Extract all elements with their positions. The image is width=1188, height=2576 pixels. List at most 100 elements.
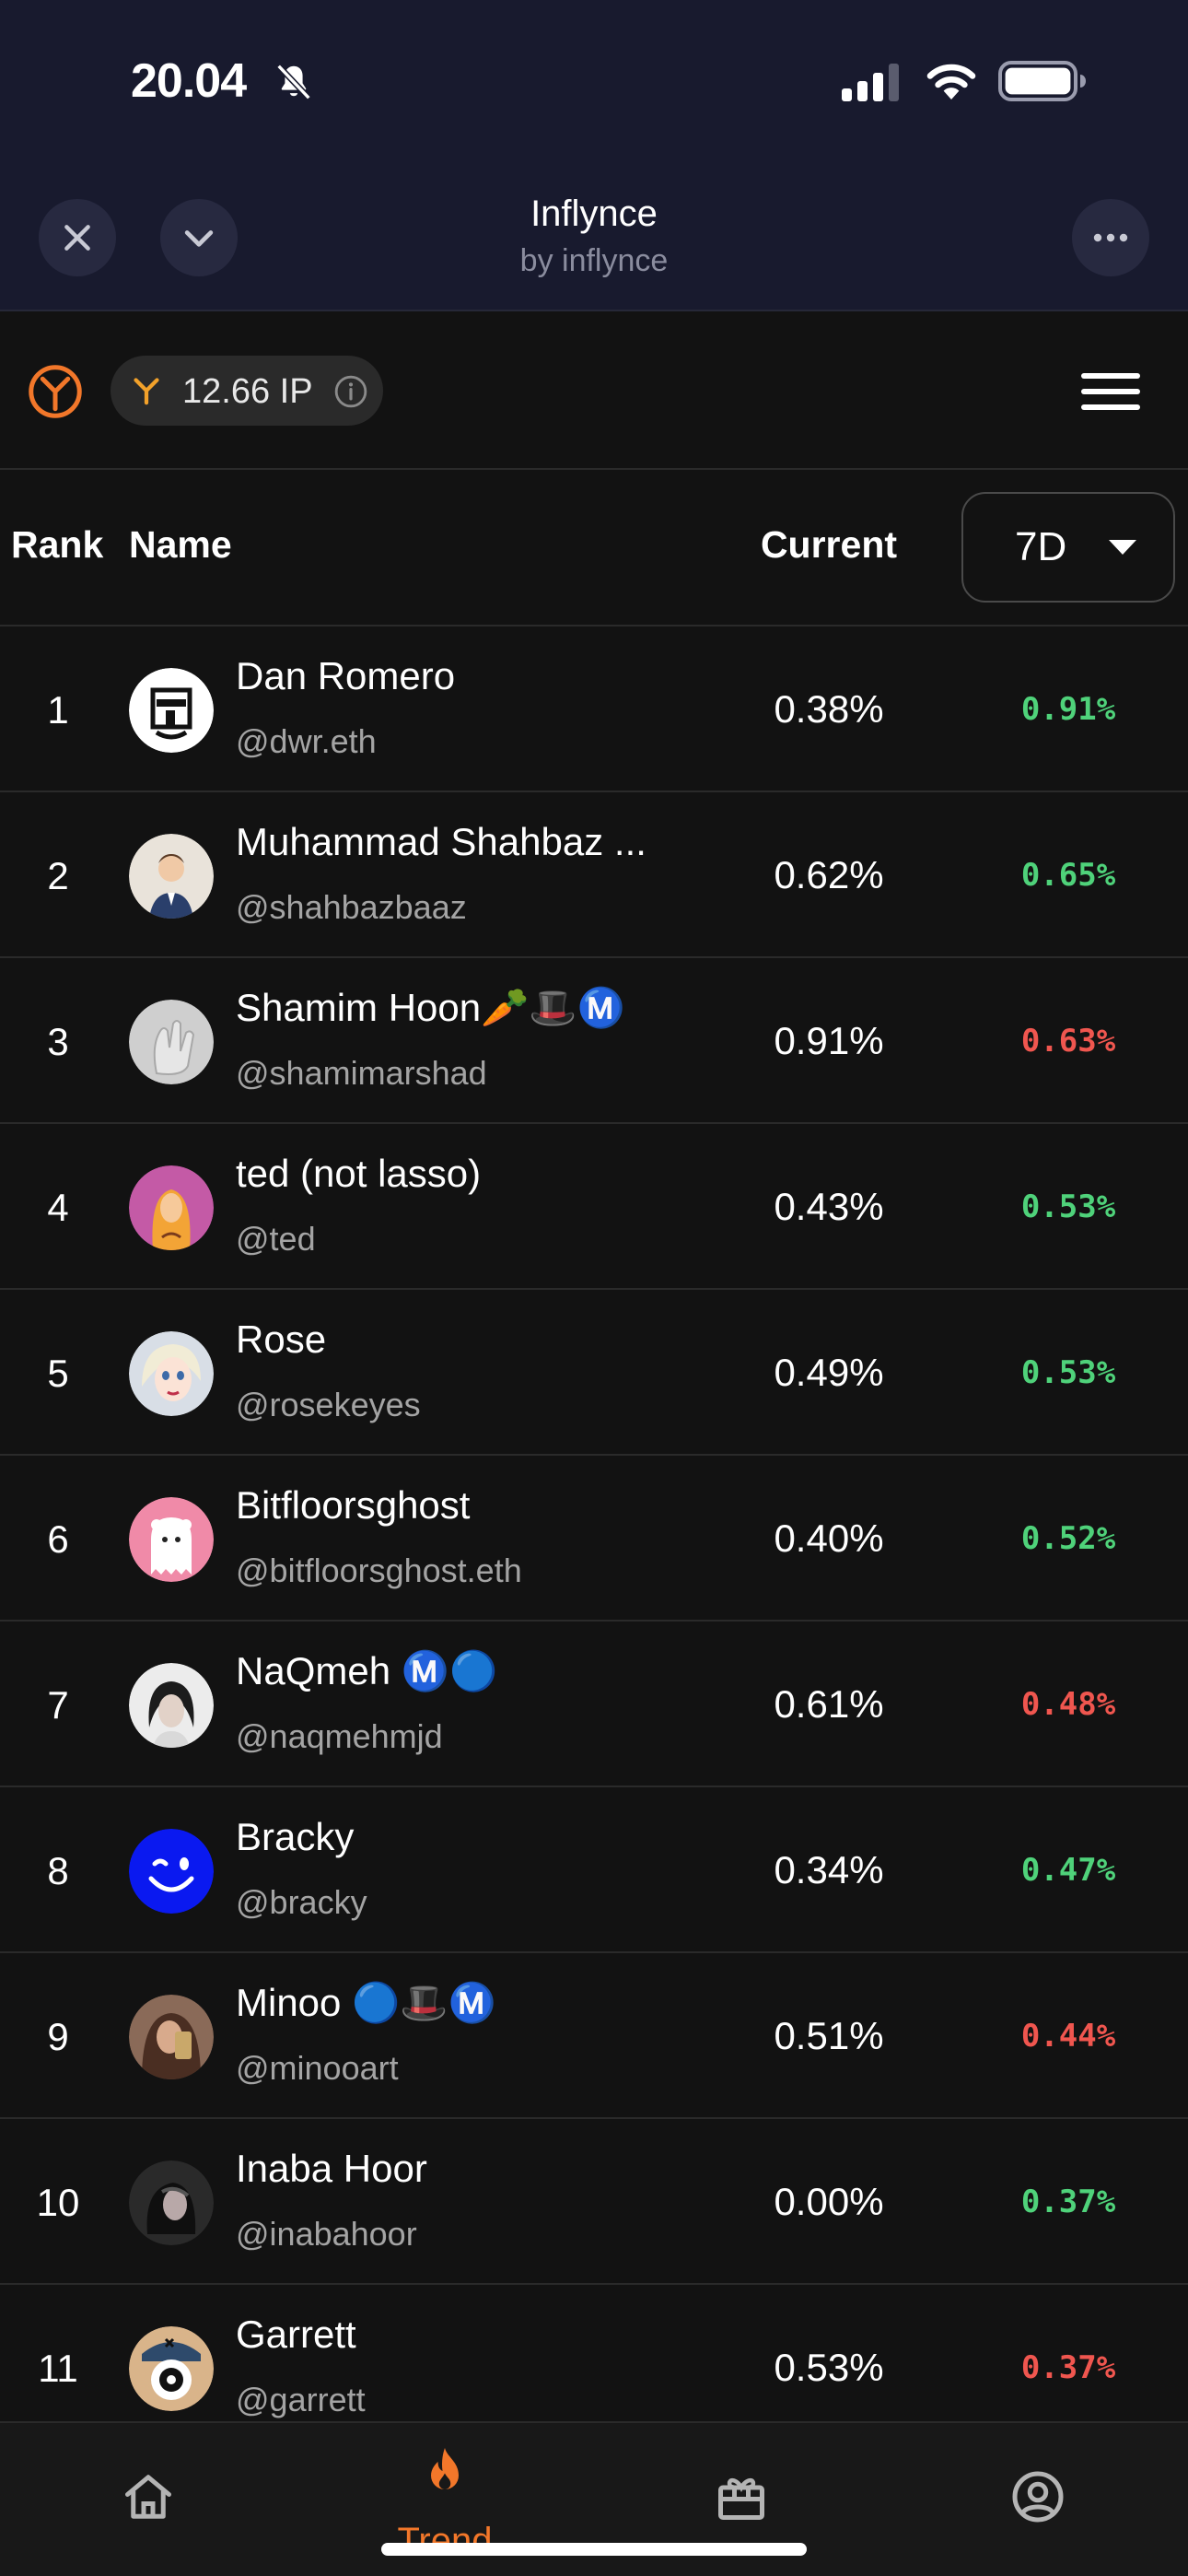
user-handle: @naqmehmjd <box>236 1717 443 1755</box>
change-value: 0.48% <box>1020 1686 1116 1723</box>
user-name: Bracky <box>236 1815 355 1858</box>
avatar <box>129 1829 214 1914</box>
change-value: 0.37% <box>1020 2349 1116 2386</box>
flame-icon <box>431 2448 459 2489</box>
rank-value: 5 <box>47 1352 69 1395</box>
user-handle: @garrett <box>236 2381 366 2418</box>
rank-value: 2 <box>47 854 69 897</box>
rank-value: 1 <box>47 688 69 732</box>
info-icon[interactable] <box>333 374 368 409</box>
avatar <box>129 1000 214 1084</box>
table-row[interactable]: 6 Bitfloorsghost @bitfloorsghost.eth 0.4… <box>0 1456 1188 1622</box>
home-icon <box>125 2475 171 2519</box>
period-dropdown[interactable]: 7D <box>961 492 1175 603</box>
points-balance-pill[interactable]: 12.66 IP <box>111 356 383 426</box>
table-row[interactable]: 1 Dan Romero @dwr.eth 0.38% 0.91% <box>0 626 1188 792</box>
column-rank: Rank <box>11 523 104 566</box>
change-value: 0.53% <box>1020 1354 1116 1391</box>
wifi-icon <box>926 64 976 100</box>
current-value: 0.91% <box>774 1019 884 1062</box>
caret-down-icon <box>1109 540 1136 555</box>
mini-app-header: 20.04 Inflynce by inflynce <box>0 0 1188 311</box>
column-name: Name <box>129 523 232 566</box>
nav-rewards[interactable] <box>593 2423 890 2576</box>
rank-value: 3 <box>47 1020 69 1063</box>
close-button[interactable] <box>39 199 116 276</box>
signal-icon <box>842 64 899 101</box>
rank-value: 10 <box>36 2181 80 2224</box>
points-value: 12.66 IP <box>182 372 313 411</box>
table-row[interactable]: 4 ted (not lasso) @ted 0.43% 0.53% <box>0 1124 1188 1290</box>
user-name: Garrett <box>236 2313 356 2356</box>
table-row[interactable]: 2 Muhammad Shahbaz ... @shahbazbaaz 0.62… <box>0 792 1188 958</box>
user-handle: @bitfloorsghost.eth <box>236 1551 522 1589</box>
user-handle: @shahbazbaaz <box>236 888 467 926</box>
points-logo-icon <box>134 378 159 405</box>
app-subtitle: by inflynce <box>519 243 669 278</box>
hamburger-menu-icon[interactable] <box>1081 369 1140 415</box>
table-row[interactable]: 5 Rose @rosekeyes 0.49% 0.53% <box>0 1290 1188 1456</box>
chevron-down-icon <box>184 230 214 247</box>
user-handle: @ted <box>236 1220 316 1258</box>
status-time: 20.04 <box>131 54 247 108</box>
user-name: Minoo 🔵🎩Ⓜ️ <box>236 1981 496 2024</box>
nav-home[interactable] <box>0 2423 297 2576</box>
user-name: Rose <box>236 1317 327 1361</box>
avatar <box>129 1995 214 2079</box>
current-value: 0.38% <box>774 687 884 731</box>
current-value: 0.53% <box>774 2346 884 2389</box>
inflynce-logo-icon[interactable] <box>28 364 83 419</box>
table-header: Rank Name Current 7D <box>0 472 1188 626</box>
current-value: 0.00% <box>774 2180 884 2223</box>
avatar <box>129 2326 214 2411</box>
rank-value: 11 <box>38 2347 78 2390</box>
change-value: 0.52% <box>1020 1520 1116 1557</box>
app-bar: 12.66 IP <box>0 313 1188 470</box>
rank-value: 4 <box>47 1186 69 1229</box>
table-row[interactable]: 9 Minoo 🔵🎩Ⓜ️ @minooart 0.51% 0.44% <box>0 1953 1188 2119</box>
gift-icon <box>718 2477 764 2520</box>
avatar <box>129 1497 214 1582</box>
close-icon <box>64 225 90 251</box>
change-value: 0.47% <box>1020 1852 1116 1889</box>
current-value: 0.34% <box>774 1848 884 1891</box>
current-value: 0.49% <box>774 1351 884 1394</box>
user-name: Inaba Hoor <box>236 2147 427 2190</box>
collapse-button[interactable] <box>160 199 238 276</box>
profile-icon <box>1012 2471 1064 2523</box>
avatar <box>129 1331 214 1416</box>
change-value: 0.63% <box>1020 1023 1116 1060</box>
rank-value: 6 <box>47 1517 69 1561</box>
battery-icon <box>998 61 1086 101</box>
more-button[interactable] <box>1072 199 1149 276</box>
rank-value: 7 <box>47 1683 69 1727</box>
user-name: Muhammad Shahbaz ... <box>236 820 646 863</box>
user-name: ted (not lasso) <box>236 1152 482 1195</box>
nav-trend-label: Trend <box>397 2521 493 2561</box>
table-row[interactable]: 10 Inaba Hoor @inabahoor 0.00% 0.37% <box>0 2119 1188 2285</box>
user-name: Bitfloorsghost <box>236 1483 471 1527</box>
table-row[interactable]: 8 Bracky @bracky 0.34% 0.47% <box>0 1787 1188 1953</box>
user-handle: @dwr.eth <box>236 722 377 760</box>
change-value: 0.37% <box>1020 2184 1116 2220</box>
user-handle: @inabahoor <box>236 2215 417 2253</box>
avatar <box>129 1165 214 1250</box>
more-dots-icon <box>1093 233 1128 242</box>
change-value: 0.65% <box>1020 857 1116 894</box>
rank-value: 8 <box>47 1849 69 1892</box>
home-indicator <box>381 2543 807 2556</box>
rank-value: 9 <box>47 2015 69 2058</box>
bell-muted-icon <box>276 64 311 100</box>
change-value: 0.53% <box>1020 1188 1116 1225</box>
leaderboard-list: 1 Dan Romero @dwr.eth 0.38% 0.91% 2 <box>0 626 1188 2451</box>
avatar <box>129 2160 214 2245</box>
user-name: Shamim Hoon🥕🎩Ⓜ️ <box>236 986 625 1029</box>
user-name: Dan Romero <box>236 654 456 697</box>
nav-profile[interactable] <box>890 2423 1186 2576</box>
current-value: 0.43% <box>774 1185 884 1228</box>
current-value: 0.51% <box>774 2014 884 2057</box>
avatar <box>129 668 214 753</box>
user-name: NaQmeh Ⓜ️🔵 <box>236 1649 498 1692</box>
table-row[interactable]: 3 Shamim Hoon🥕🎩Ⓜ️ @shamimarshad 0.91% 0.… <box>0 958 1188 1124</box>
table-row[interactable]: 7 NaQmeh Ⓜ️🔵 @naqmehmjd 0.61% 0.48% <box>0 1622 1188 1787</box>
